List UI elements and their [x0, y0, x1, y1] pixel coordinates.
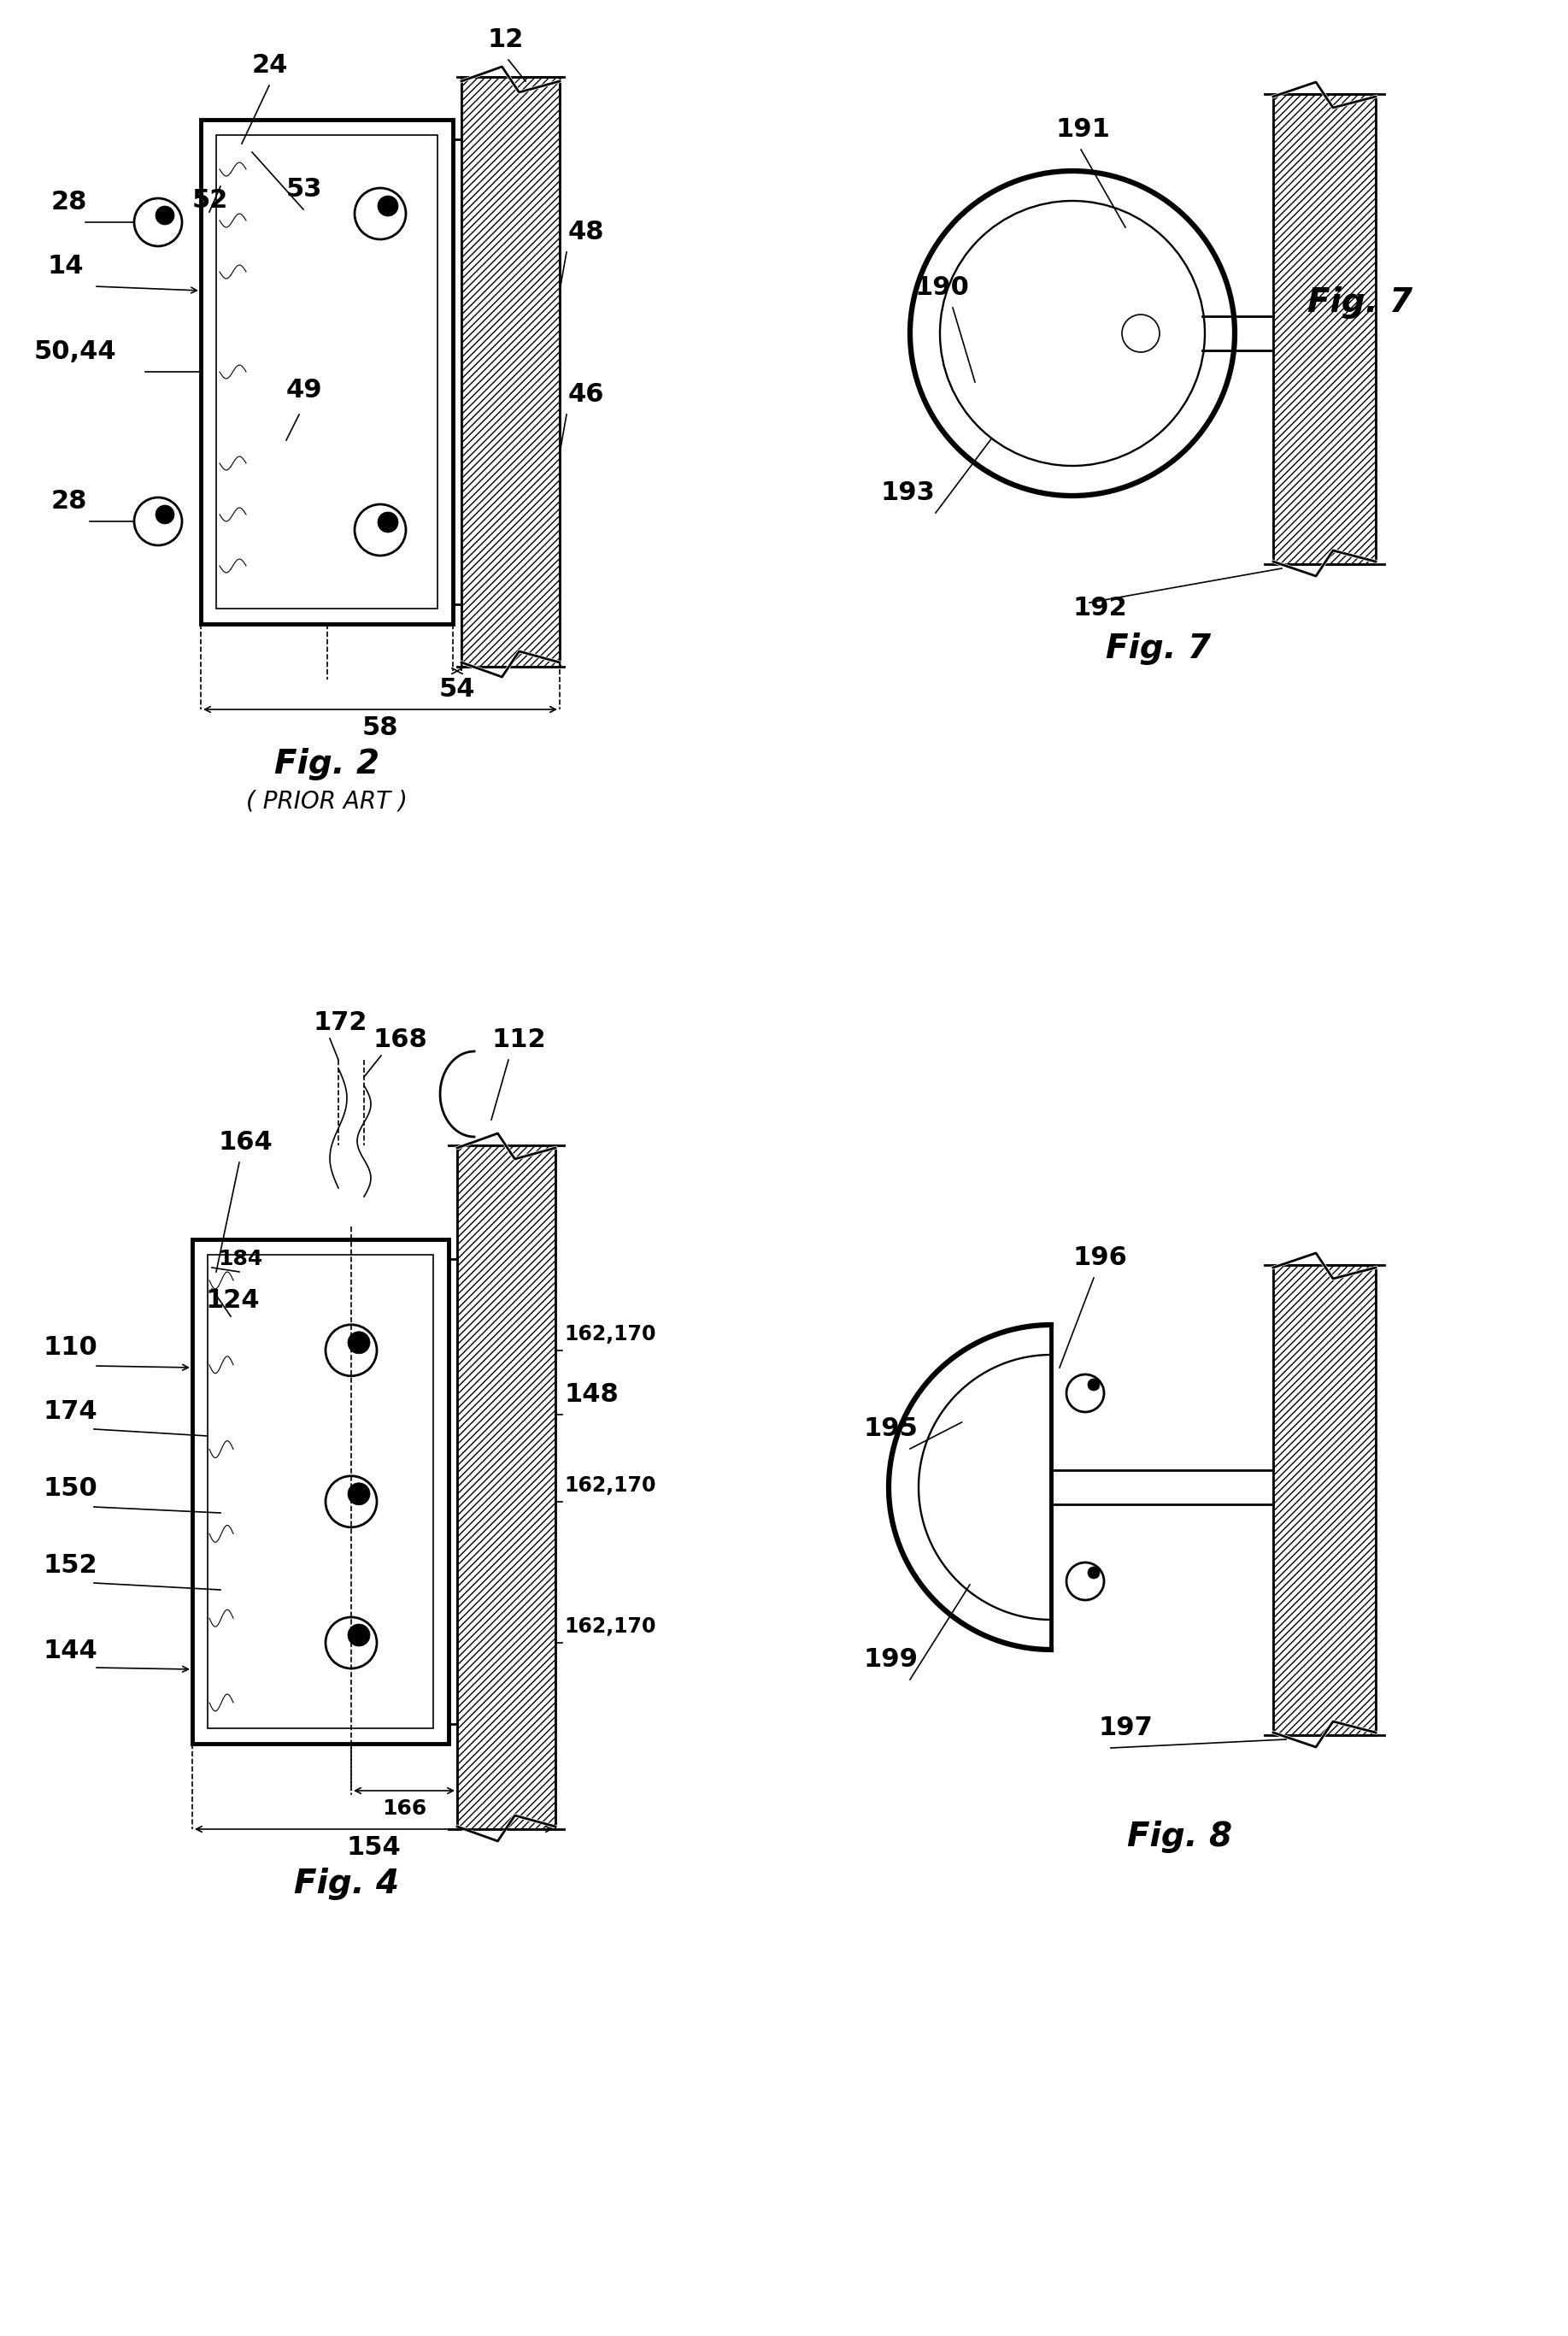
Text: 112: 112	[491, 1028, 546, 1051]
Text: Fig. 7: Fig. 7	[1105, 633, 1210, 666]
Text: 168: 168	[373, 1028, 426, 1051]
Circle shape	[348, 1332, 370, 1355]
Circle shape	[1066, 1374, 1104, 1411]
Text: 124: 124	[205, 1287, 259, 1313]
Text: 152: 152	[42, 1553, 97, 1577]
Circle shape	[326, 1476, 376, 1528]
Text: 50,44: 50,44	[34, 339, 116, 364]
Circle shape	[378, 196, 398, 217]
Text: 164: 164	[218, 1131, 273, 1154]
Bar	[1273, 93, 1375, 563]
Text: 52: 52	[193, 187, 229, 213]
Circle shape	[354, 505, 406, 556]
Text: 58: 58	[362, 715, 398, 741]
Text: 197: 197	[1098, 1715, 1152, 1740]
Text: 190: 190	[914, 276, 969, 299]
Text: 174: 174	[42, 1399, 97, 1425]
Circle shape	[348, 1624, 370, 1647]
Text: 150: 150	[42, 1476, 97, 1502]
Text: 28: 28	[52, 189, 88, 215]
Text: 184: 184	[218, 1250, 262, 1268]
Circle shape	[326, 1617, 376, 1668]
Text: 193: 193	[880, 481, 935, 505]
Text: 172: 172	[312, 1009, 367, 1035]
Circle shape	[135, 199, 182, 245]
Bar	[216, 135, 437, 610]
Circle shape	[1088, 1567, 1099, 1579]
Circle shape	[1123, 315, 1160, 353]
Circle shape	[135, 498, 182, 544]
Text: 46: 46	[568, 383, 605, 406]
Text: 110: 110	[42, 1336, 97, 1360]
Bar	[207, 1254, 433, 1729]
Text: 192: 192	[1073, 596, 1127, 621]
Text: 162,170: 162,170	[564, 1474, 655, 1495]
Circle shape	[1088, 1378, 1099, 1390]
Text: 144: 144	[42, 1638, 97, 1663]
Bar	[458, 1145, 555, 1829]
Text: 49: 49	[287, 378, 323, 402]
Circle shape	[155, 505, 174, 523]
Text: 28: 28	[52, 488, 88, 514]
Bar	[461, 77, 560, 666]
Circle shape	[909, 171, 1234, 495]
Text: 166: 166	[383, 1799, 426, 1820]
Circle shape	[348, 1483, 370, 1504]
Text: 162,170: 162,170	[564, 1325, 655, 1343]
Circle shape	[326, 1325, 376, 1376]
Text: 24: 24	[252, 54, 289, 77]
Text: 48: 48	[568, 220, 605, 245]
Text: 148: 148	[564, 1383, 618, 1406]
Text: 196: 196	[1073, 1245, 1127, 1271]
Text: Fig. 8: Fig. 8	[1127, 1820, 1232, 1852]
Circle shape	[939, 201, 1204, 465]
Bar	[201, 119, 453, 624]
Bar	[193, 1240, 448, 1743]
Circle shape	[354, 187, 406, 238]
Text: 191: 191	[1055, 117, 1110, 142]
Circle shape	[155, 206, 174, 224]
Text: 162,170: 162,170	[564, 1617, 655, 1638]
Text: 14: 14	[47, 255, 83, 278]
Text: 54: 54	[439, 677, 475, 701]
Text: Fig. 4: Fig. 4	[293, 1866, 398, 1899]
Text: 199: 199	[862, 1647, 917, 1673]
Text: ( PRIOR ART ): ( PRIOR ART )	[246, 790, 408, 813]
Bar	[1273, 1266, 1375, 1736]
Circle shape	[1066, 1563, 1104, 1600]
Text: 195: 195	[862, 1416, 917, 1441]
Text: 154: 154	[347, 1836, 401, 1859]
Text: 53: 53	[287, 178, 323, 201]
Text: Fig. 2: Fig. 2	[274, 748, 379, 780]
Circle shape	[378, 512, 398, 533]
Text: Fig. 7: Fig. 7	[1308, 287, 1413, 318]
Text: 12: 12	[488, 28, 524, 51]
